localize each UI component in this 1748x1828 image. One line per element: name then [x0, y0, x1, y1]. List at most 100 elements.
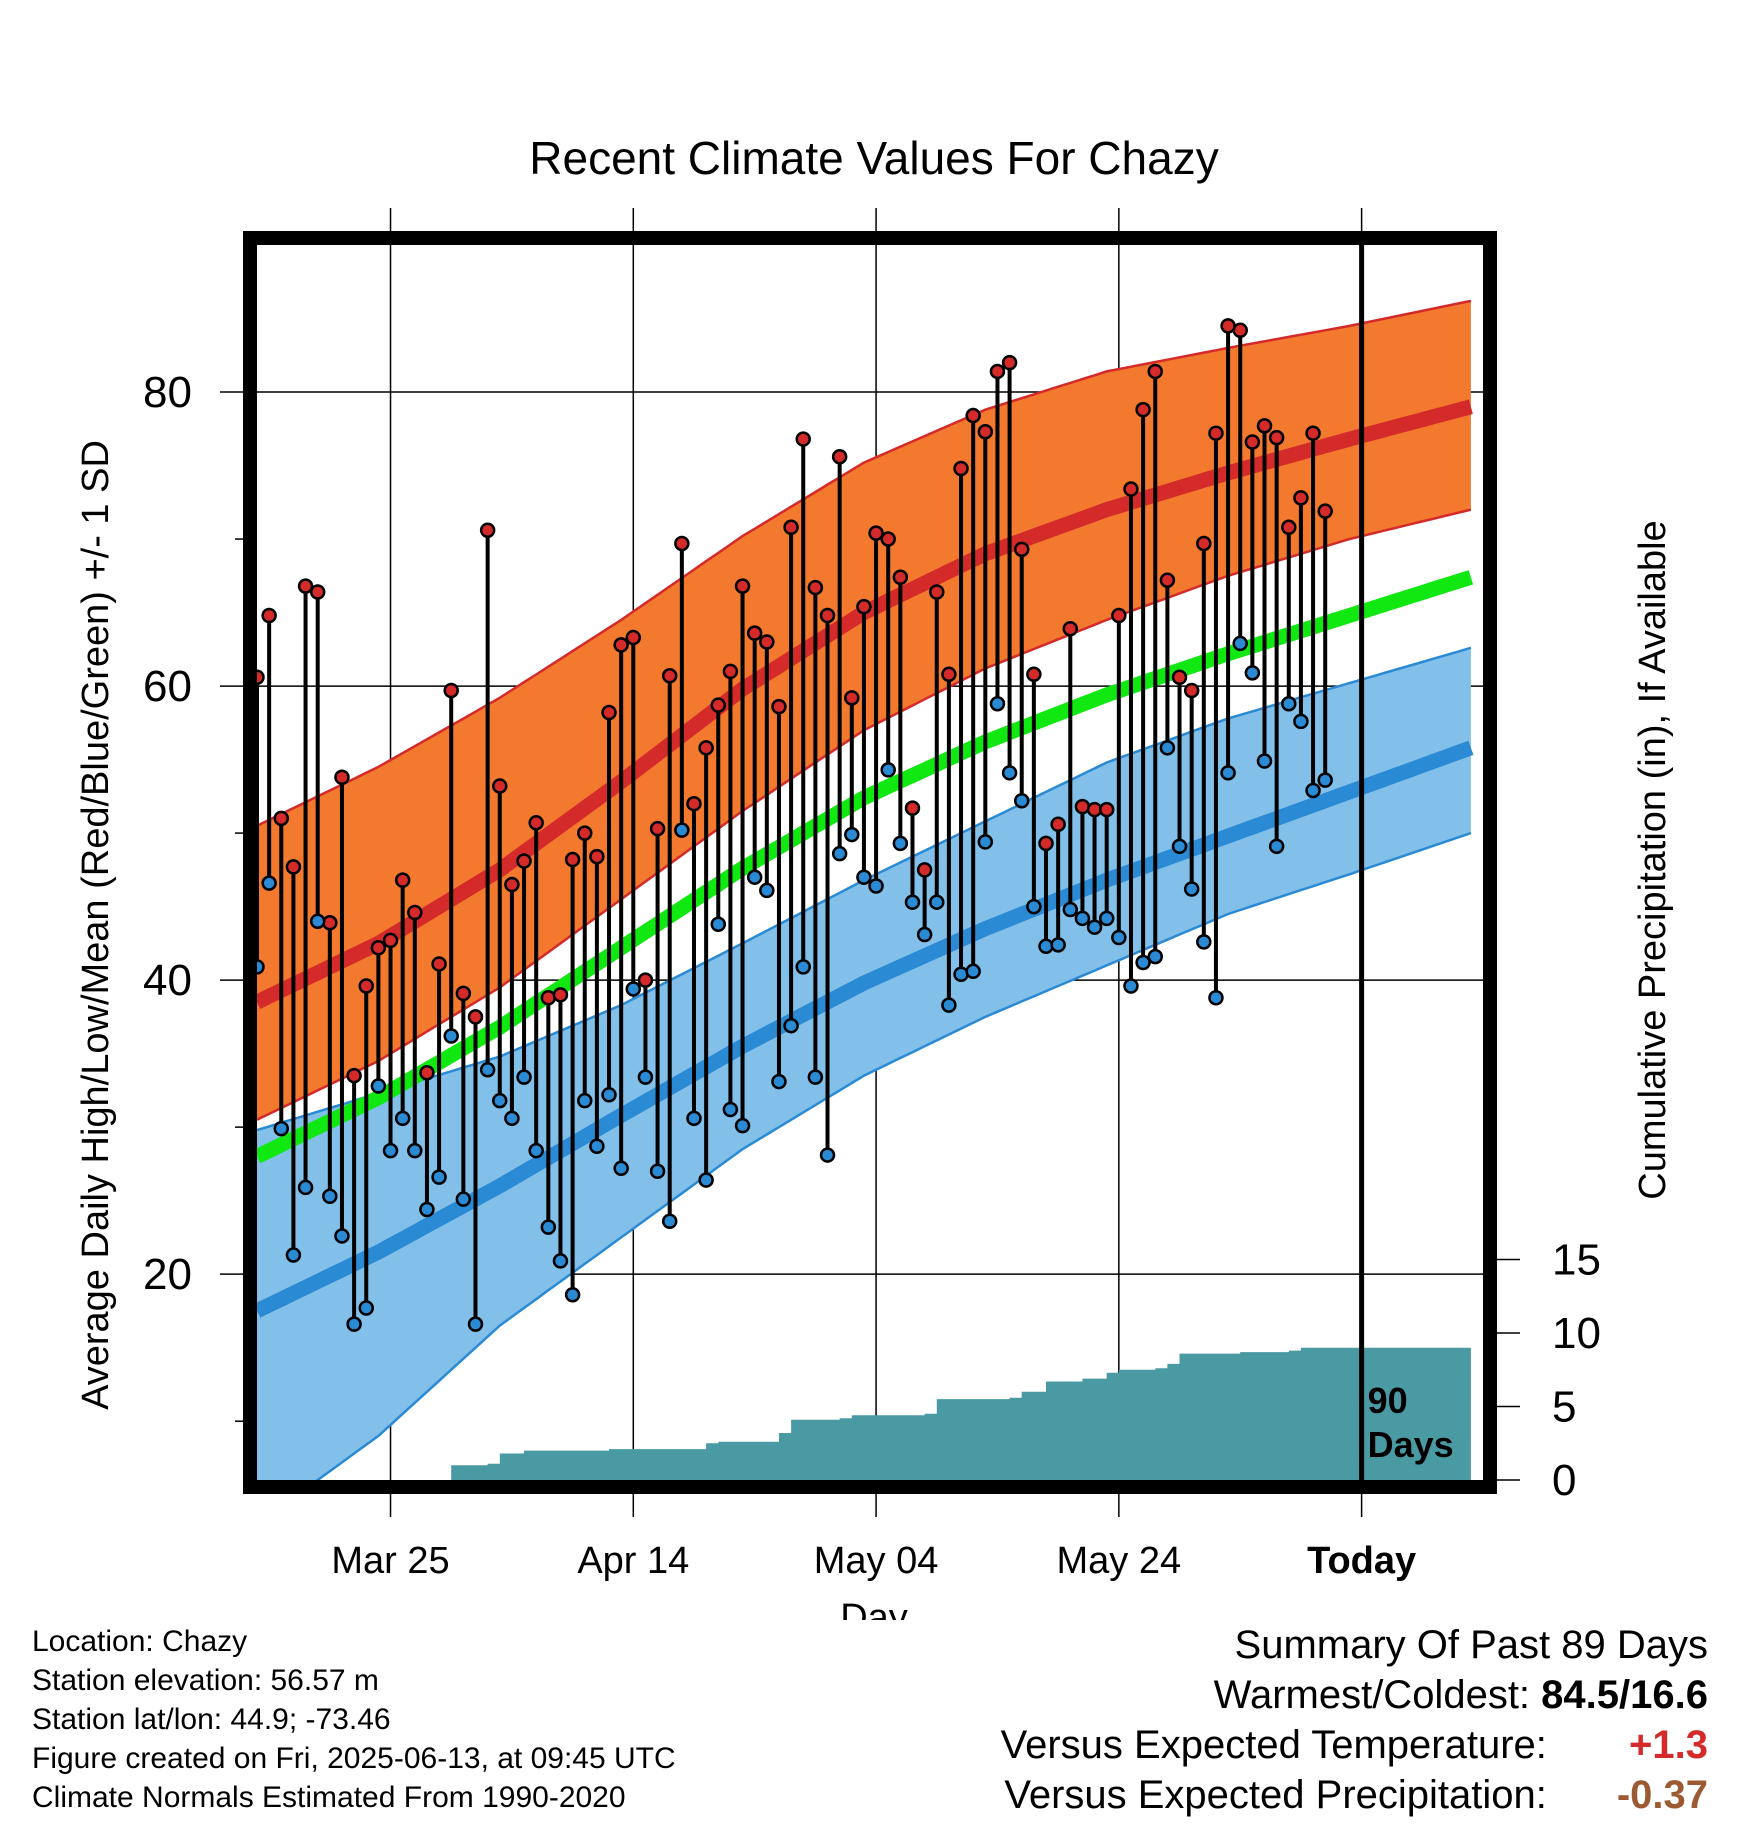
climate-chart: Recent Climate Values For Chazy 90 Days 20…: [75, 132, 1674, 1620]
daily-high-point: [1147, 363, 1164, 380]
daily-low-point: [1244, 665, 1261, 681]
daily-high-point: [1159, 572, 1176, 588]
daily-low-point: [552, 1253, 569, 1269]
daily-high-point: [1244, 434, 1261, 450]
daily-high-point: [297, 578, 314, 594]
daily-high-point: [1256, 418, 1273, 434]
y-tick-label: 80: [143, 368, 192, 417]
daily-high-point: [443, 682, 459, 699]
daily-low-point: [977, 834, 994, 850]
x-axis-label: Day: [840, 1597, 908, 1620]
daily-high-point: [504, 876, 520, 893]
daily-low-point: [370, 1078, 387, 1094]
today-marker-label-line: 90: [1368, 1380, 1408, 1421]
daily-high-point: [686, 795, 702, 812]
daily-high-point: [674, 535, 690, 552]
daily-low-point: [1135, 954, 1151, 971]
daily-high-point: [783, 519, 799, 536]
plot-area: 90 Days: [257, 245, 1483, 1480]
daily-high-point: [916, 862, 933, 878]
latlon-text: Station lat/lon: 44.9; -73.46: [32, 1703, 391, 1736]
y2-tick-label: 5: [1552, 1382, 1576, 1431]
daily-high-point: [273, 810, 290, 827]
y2-tick-label: 0: [1552, 1456, 1576, 1505]
x-tick-label: May 04: [814, 1540, 939, 1582]
daily-high-point: [1183, 682, 1200, 699]
daily-high-point: [1317, 503, 1333, 519]
temp-label: Versus Expected Temperature:: [1000, 1723, 1547, 1767]
daily-high-point: [528, 815, 544, 831]
summary-heading: Summary Of Past 89 Days: [1234, 1623, 1708, 1667]
normal-low-line: [257, 740, 1474, 1318]
daily-low-point: [710, 916, 727, 932]
y-axis-label: Average Daily High/Low/Mean (Red/Blue/Gr…: [75, 440, 117, 1410]
daily-high-point: [479, 522, 496, 538]
precip-value: -0.37: [1616, 1773, 1708, 1817]
daily-high-point: [892, 569, 909, 586]
y2-tick-label: 15: [1552, 1235, 1601, 1284]
daily-low-point: [576, 1092, 593, 1109]
daily-high-point: [1001, 354, 1018, 371]
daily-low-point: [528, 1142, 544, 1159]
daily-high-point: [1111, 607, 1127, 624]
daily-low-point: [443, 1028, 459, 1044]
daily-high-point: [334, 769, 350, 785]
x-tick-label: Apr 14: [577, 1540, 689, 1582]
temp-value: +1.3: [1629, 1723, 1708, 1767]
daily-low-point: [382, 1142, 399, 1159]
daily-low-point: [516, 1069, 532, 1085]
daily-low-point: [698, 1172, 714, 1188]
daily-low-point: [819, 1147, 836, 1163]
daily-low-point: [868, 878, 884, 894]
daily-high-point: [1062, 620, 1079, 637]
daily-low-point: [1159, 740, 1176, 756]
low-sd-lower-edge: [315, 831, 1472, 1480]
daily-low-point: [394, 1110, 411, 1127]
daily-low-point: [831, 845, 848, 862]
daily-low-point: [479, 1062, 496, 1078]
daily-high-point: [613, 637, 629, 653]
daily-low-point: [844, 826, 860, 843]
daily-low-point: [504, 1110, 520, 1127]
daily-low-point: [285, 1247, 302, 1263]
daily-high-point: [1232, 322, 1248, 339]
daily-low-point: [880, 762, 896, 778]
daily-low-point: [1147, 948, 1164, 965]
daily-low-point: [1013, 793, 1030, 809]
plot-frame: [243, 231, 1497, 1494]
summary-panel: Summary Of Past 89 Days Warmest/Coldest:…: [1001, 1620, 1708, 1820]
daily-low-point: [1171, 838, 1188, 855]
daily-high-point: [734, 578, 751, 594]
daily-low-point: [783, 1017, 799, 1034]
daily-low-point: [346, 1316, 362, 1332]
daily-low-point: [467, 1316, 484, 1332]
location-text: Location: Chazy: [32, 1625, 248, 1658]
daily-low-point: [1050, 937, 1066, 953]
daily-high-point: [1026, 666, 1042, 683]
precip-area: [257, 1347, 1471, 1480]
y2-tick-label: 10: [1552, 1309, 1601, 1358]
daily-high-point: [977, 423, 994, 440]
daily-low-point: [941, 997, 957, 1013]
daily-low-point: [674, 822, 690, 838]
daily-high-point: [358, 978, 374, 994]
daily-low-point: [1111, 929, 1127, 946]
daily-low-point: [771, 1073, 787, 1090]
daily-high-point: [856, 598, 872, 615]
daily-low-point: [540, 1219, 557, 1235]
daily-low-point: [916, 926, 933, 943]
precip-label: Versus Expected Precipitation:: [1004, 1773, 1547, 1817]
daily-low-point: [1074, 910, 1091, 927]
daily-high-point: [637, 972, 654, 988]
daily-high-point: [1268, 429, 1285, 446]
daily-low-point: [807, 1069, 824, 1085]
daily-high-point: [601, 704, 617, 721]
daily-low-point: [734, 1117, 751, 1134]
x-tick-label: Today: [1307, 1540, 1416, 1582]
daily-high-point: [564, 851, 581, 868]
precip-row: Versus Expected Precipitation: -0.37: [1001, 1770, 1708, 1820]
daily-low-point: [1256, 753, 1273, 769]
daily-low-point: [407, 1142, 423, 1159]
daily-high-point: [759, 634, 775, 650]
daily-high-point: [1038, 835, 1054, 852]
